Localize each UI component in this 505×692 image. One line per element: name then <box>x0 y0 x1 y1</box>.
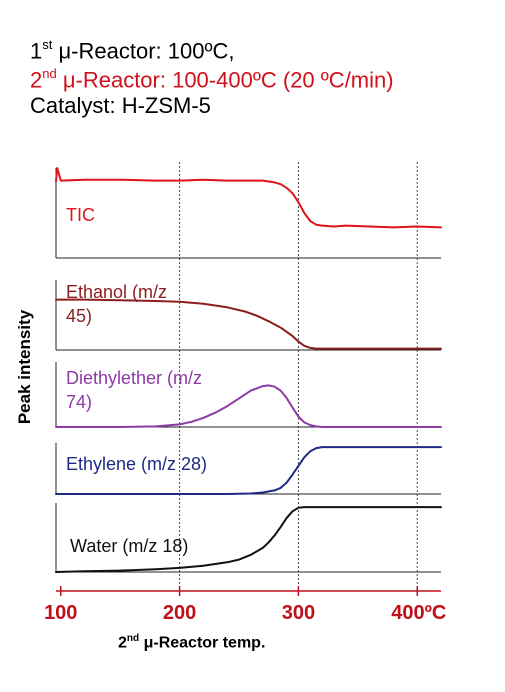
panel: Ethanol (m/z 45) <box>55 280 442 351</box>
panel: Water (m/z 18) <box>55 503 442 573</box>
x-axis: 100 200 300 400ºC <box>44 586 446 624</box>
series-label-line: 45) <box>66 306 92 326</box>
x-axis-title-superscript: nd <box>126 633 140 644</box>
x-axis-title: 2nd μ-Reactor temp. <box>118 633 265 652</box>
header-line-3: Catalyst: H-ZSM-5 <box>30 93 211 119</box>
panel: Ethylene (m/z 28) <box>55 443 442 495</box>
x-tick-label: 200 <box>163 602 196 624</box>
series-line <box>55 298 442 350</box>
series-label-line: Diethylether (m/z <box>66 368 202 388</box>
header-line-1-ordinal: 1 <box>30 38 43 64</box>
series-line <box>55 384 442 428</box>
header-line-1-text: μ-Reactor: 100ºC, <box>52 38 235 64</box>
x-axis-title-text: μ-Reactor temp. <box>139 634 266 652</box>
header-line-2-superscript: nd <box>42 66 57 81</box>
panel: Diethylether (m/z 74) <box>55 362 442 428</box>
x-tick-label: 100 <box>44 602 77 624</box>
header-line-1: 1st μ-Reactor: 100ºC, <box>30 33 235 64</box>
chart-panels: TIC Ethanol (m/z 45) Diethylether (m/z 74) Et… <box>55 167 442 573</box>
series-label-line: TIC <box>66 205 95 225</box>
header-line-2: 2nd μ-Reactor: 100-400ºC (20 ºC/min) <box>30 62 394 93</box>
header-line-2-ordinal: 2 <box>30 67 43 93</box>
series-label: Ethylene (m/z 28) <box>66 454 207 474</box>
series-label: Water (m/z 18) <box>70 536 188 556</box>
series-label: TIC <box>66 205 95 225</box>
series-line <box>55 446 442 495</box>
series-label: Ethanol (m/z 45) <box>66 282 167 326</box>
series-label: Diethylether (m/z 74) <box>66 368 202 412</box>
header-line-2-text: μ-Reactor: 100-400ºC (20 ºC/min) <box>56 67 394 93</box>
series-line <box>55 506 442 573</box>
series-label-line: 74) <box>66 392 92 412</box>
series-line <box>55 167 442 229</box>
y-axis-label: Peak intensity <box>15 309 34 424</box>
series-label-line: Ethanol (m/z <box>66 282 167 302</box>
x-tick-label: 400ºC <box>391 602 446 624</box>
header-line-1-superscript: st <box>42 37 53 52</box>
x-axis-title-ordinal: 2 <box>118 634 127 652</box>
series-label-line: Ethylene (m/z 28) <box>66 454 207 474</box>
series-label-line: Water (m/z 18) <box>70 536 188 556</box>
catalyst-label: Catalyst: H-ZSM-5 <box>30 93 211 118</box>
x-tick-label: 300 <box>282 602 315 624</box>
vertical-gridlines <box>179 162 418 591</box>
panel: TIC <box>55 167 442 259</box>
